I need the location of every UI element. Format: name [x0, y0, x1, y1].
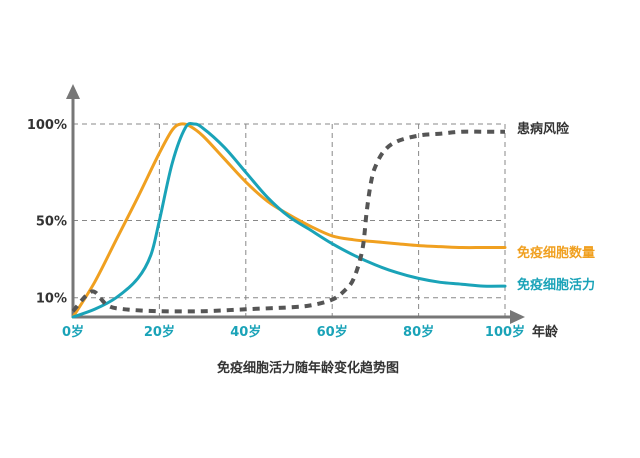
series-label-count: 免疫细胞数量: [517, 245, 595, 261]
x-tick-label: 60岁: [317, 324, 348, 340]
series-lines: [71, 122, 507, 319]
y-tick-label: 100%: [27, 118, 67, 133]
chart-title: 免疫细胞活力随年龄变化趋势图: [217, 360, 399, 376]
y-tick-label: 10%: [36, 292, 67, 307]
x-tick-label: 40岁: [230, 324, 261, 340]
x-tick-label: 20岁: [144, 324, 175, 340]
series-line-count: [71, 122, 507, 319]
x-axis-arrow: [510, 310, 525, 324]
tick-labels: 10% 50% 100% 0岁 20岁 40岁 60岁 80岁 100岁: [27, 118, 525, 340]
series-label-vitality: 免疫细胞活力: [517, 277, 595, 293]
x-axis-label: 年龄: [532, 324, 559, 340]
grid: [73, 123, 506, 317]
series-line-vitality: [71, 122, 507, 319]
x-tick-label: 0岁: [62, 324, 84, 340]
series-line-risk: [71, 129, 505, 314]
y-axis-arrow: [66, 84, 80, 99]
y-tick-label: 50%: [36, 215, 67, 230]
x-tick-label: 100岁: [485, 324, 525, 340]
axes: [66, 84, 525, 324]
series-label-risk: 患病风险: [517, 121, 570, 137]
x-tick-label: 80岁: [403, 324, 434, 340]
